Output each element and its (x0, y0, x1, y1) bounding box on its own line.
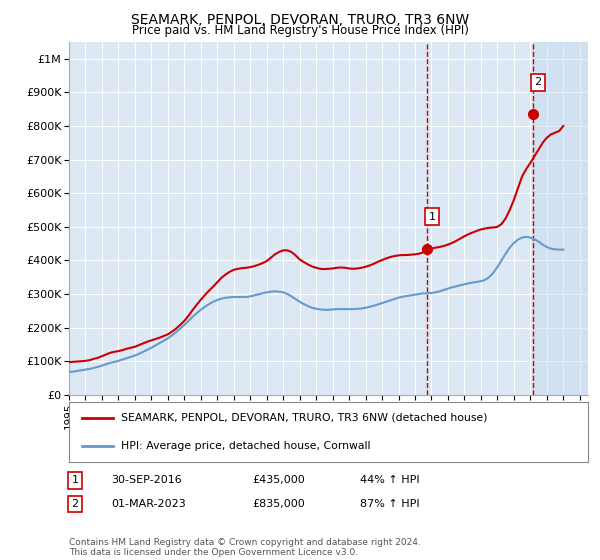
Text: 44% ↑ HPI: 44% ↑ HPI (360, 475, 419, 486)
Bar (533, 42, 588, 395)
Text: 2: 2 (71, 499, 79, 509)
Text: Contains HM Land Registry data © Crown copyright and database right 2024.
This d: Contains HM Land Registry data © Crown c… (69, 538, 421, 557)
Text: SEAMARK, PENPOL, DEVORAN, TRURO, TR3 6NW (detached house): SEAMARK, PENPOL, DEVORAN, TRURO, TR3 6NW… (121, 413, 487, 423)
Text: £435,000: £435,000 (252, 475, 305, 486)
Text: 30-SEP-2016: 30-SEP-2016 (111, 475, 182, 486)
Text: 2: 2 (535, 77, 542, 87)
Text: 1: 1 (71, 475, 79, 486)
Text: 87% ↑ HPI: 87% ↑ HPI (360, 499, 419, 509)
Text: HPI: Average price, detached house, Cornwall: HPI: Average price, detached house, Corn… (121, 441, 370, 451)
Text: 01-MAR-2023: 01-MAR-2023 (111, 499, 186, 509)
Text: 1: 1 (429, 212, 436, 222)
Text: £835,000: £835,000 (252, 499, 305, 509)
Text: SEAMARK, PENPOL, DEVORAN, TRURO, TR3 6NW: SEAMARK, PENPOL, DEVORAN, TRURO, TR3 6NW (131, 13, 469, 27)
Text: Price paid vs. HM Land Registry's House Price Index (HPI): Price paid vs. HM Land Registry's House … (131, 24, 469, 38)
